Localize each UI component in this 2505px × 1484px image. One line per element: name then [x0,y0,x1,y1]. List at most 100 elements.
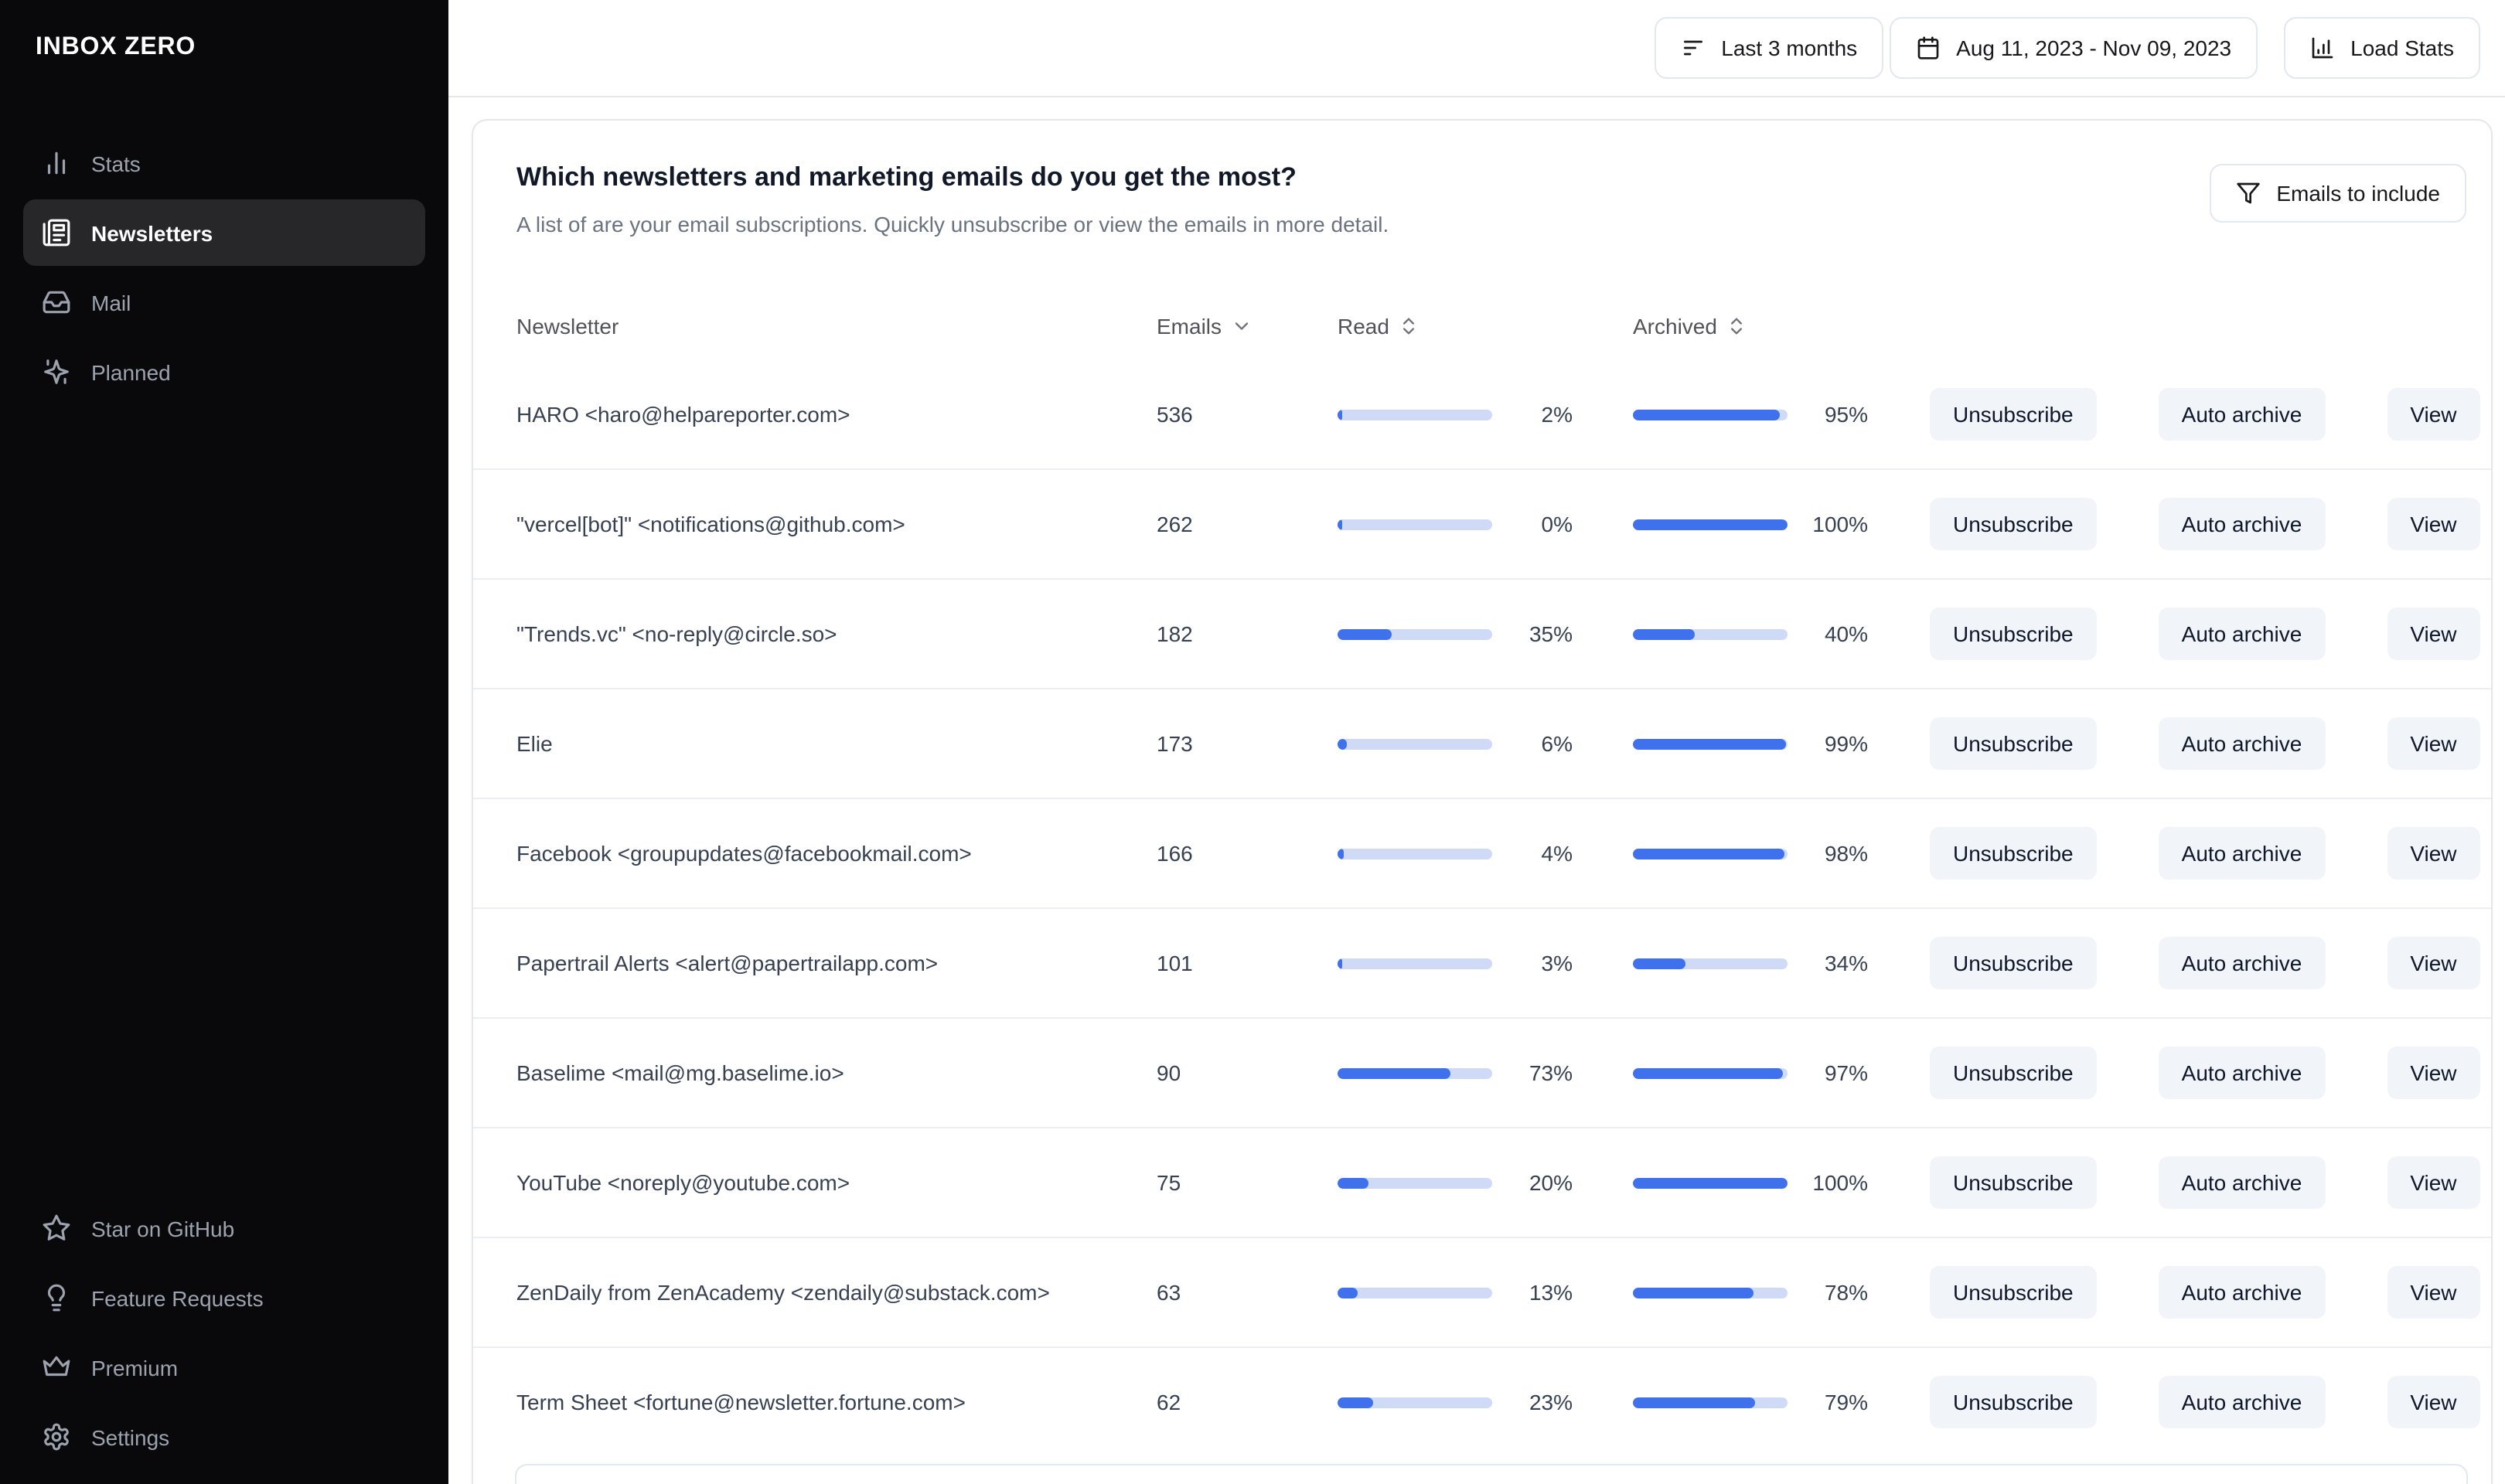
read-cell: 3% [1338,951,1633,975]
archived-cell: 100% [1633,512,1930,536]
bar-chart-icon [42,148,71,178]
view-button[interactable]: View [2387,1156,2480,1209]
view-button[interactable]: View [2387,498,2480,550]
table-row: "Trends.vc" <no-reply@circle.so> 182 35%… [473,578,2491,688]
column-archived[interactable]: Archived [1633,314,1930,339]
row-actions: Unsubscribe Auto archive View [1930,1376,2480,1428]
unsubscribe-button[interactable]: Unsubscribe [1930,1376,2097,1428]
date-range-preset-button[interactable]: Last 3 months [1655,17,1884,79]
view-button[interactable]: View [2387,937,2480,989]
emails-count: 182 [1157,621,1193,646]
sidebar-item-planned[interactable]: Planned [23,339,425,405]
sidebar-item-stats[interactable]: Stats [23,130,425,196]
sidebar-item-mail[interactable]: Mail [23,269,425,335]
table-row: ZenDaily from ZenAcademy <zendaily@subst… [473,1237,2491,1346]
sidebar-item-premium[interactable]: Premium [23,1334,425,1401]
row-actions: Unsubscribe Auto archive View [1930,388,2480,441]
read-cell: 73% [1338,1060,1633,1085]
archived-cell: 78% [1633,1280,1930,1305]
read-percent: 4% [1541,841,1573,866]
panel-title: Which newsletters and marketing emails d… [516,162,1297,192]
read-progress-bar [1338,1067,1492,1078]
auto-archive-button[interactable]: Auto archive [2158,1266,2326,1319]
read-cell: 4% [1338,841,1633,866]
table-body: HARO <haro@helpareporter.com> 536 2% 95%… [473,360,2491,1456]
read-percent: 35% [1529,621,1573,646]
sidebar-item-newsletters[interactable]: Newsletters [23,199,425,266]
sidebar-item-star-on-github[interactable]: Star on GitHub [23,1195,425,1261]
newsletter-name: Baselime <mail@mg.baselime.io> [516,1060,844,1085]
sidebar-item-feature-requests[interactable]: Feature Requests [23,1264,425,1331]
archived-progress-bar [1633,1177,1788,1188]
read-cell: 6% [1338,731,1633,756]
read-percent: 2% [1541,402,1573,427]
unsubscribe-button[interactable]: Unsubscribe [1930,1156,2097,1209]
view-button[interactable]: View [2387,1047,2480,1099]
archived-percent: 78% [1824,1280,1868,1305]
auto-archive-button[interactable]: Auto archive [2158,1376,2326,1428]
emails-to-include-button[interactable]: Emails to include [2210,164,2466,223]
row-actions: Unsubscribe Auto archive View [1930,1266,2480,1319]
auto-archive-button[interactable]: Auto archive [2158,1047,2326,1099]
auto-archive-button[interactable]: Auto archive [2158,1156,2326,1209]
emails-count: 262 [1157,512,1193,536]
auto-archive-button[interactable]: Auto archive [2158,498,2326,550]
archived-percent: 95% [1824,402,1868,427]
auto-archive-button[interactable]: Auto archive [2158,717,2326,770]
unsubscribe-button[interactable]: Unsubscribe [1930,1266,2097,1319]
view-button[interactable]: View [2387,1266,2480,1319]
auto-archive-button[interactable]: Auto archive [2158,827,2326,880]
read-progress-bar [1338,1287,1492,1298]
read-percent: 20% [1529,1170,1573,1195]
newsletter-name: YouTube <noreply@youtube.com> [516,1170,850,1195]
load-stats-label: Load Stats [2350,36,2454,60]
view-button[interactable]: View [2387,1376,2480,1428]
read-progress-bar [1338,409,1492,420]
unsubscribe-button[interactable]: Unsubscribe [1930,937,2097,989]
star-icon [42,1213,71,1243]
view-button[interactable]: View [2387,827,2480,880]
unsubscribe-button[interactable]: Unsubscribe [1930,608,2097,660]
unsubscribe-button[interactable]: Unsubscribe [1930,1047,2097,1099]
sidebar: INBOX ZERO Stats Newsletters Mail Planne… [0,0,448,1484]
auto-archive-button[interactable]: Auto archive [2158,608,2326,660]
archived-progress-bar [1633,1067,1788,1078]
row-actions: Unsubscribe Auto archive View [1930,498,2480,550]
read-progress-bar [1338,1177,1492,1188]
date-range-picker-button[interactable]: Aug 11, 2023 - Nov 09, 2023 [1890,17,2258,79]
unsubscribe-button[interactable]: Unsubscribe [1930,388,2097,441]
chevron-down-icon [1231,315,1252,337]
archived-percent: 100% [1812,1170,1868,1195]
emails-count: 75 [1157,1170,1181,1195]
sparkles-icon [42,357,71,386]
emails-count: 173 [1157,731,1193,756]
newsletter-name: Papertrail Alerts <alert@papertrailapp.c… [516,951,939,975]
unsubscribe-button[interactable]: Unsubscribe [1930,717,2097,770]
sidebar-item-settings[interactable]: Settings [23,1404,425,1470]
column-emails[interactable]: Emails [1157,314,1338,339]
topbar: Last 3 months Aug 11, 2023 - Nov 09, 202… [448,0,2505,97]
show-more-button[interactable]: Show more [515,1464,2468,1484]
archived-percent: 40% [1824,621,1868,646]
column-newsletter: Newsletter [516,314,619,339]
column-read[interactable]: Read [1338,314,1633,339]
unsubscribe-button[interactable]: Unsubscribe [1930,498,2097,550]
emails-count: 101 [1157,951,1193,975]
read-percent: 23% [1529,1390,1573,1414]
read-progress-bar [1338,848,1492,859]
read-progress-bar [1338,738,1492,749]
table-row: Papertrail Alerts <alert@papertrailapp.c… [473,907,2491,1017]
load-stats-button[interactable]: Load Stats [2284,17,2480,79]
view-button[interactable]: View [2387,388,2480,441]
unsubscribe-button[interactable]: Unsubscribe [1930,827,2097,880]
panel-subtitle: A list of are your email subscriptions. … [516,212,1389,237]
newsletter-name: Facebook <groupupdates@facebookmail.com> [516,841,972,866]
auto-archive-button[interactable]: Auto archive [2158,937,2326,989]
auto-archive-button[interactable]: Auto archive [2158,388,2326,441]
view-button[interactable]: View [2387,608,2480,660]
newspaper-icon [42,218,71,247]
chart-icon [2310,36,2335,60]
archived-progress-bar [1633,519,1788,529]
view-button[interactable]: View [2387,717,2480,770]
archived-percent: 34% [1824,951,1868,975]
